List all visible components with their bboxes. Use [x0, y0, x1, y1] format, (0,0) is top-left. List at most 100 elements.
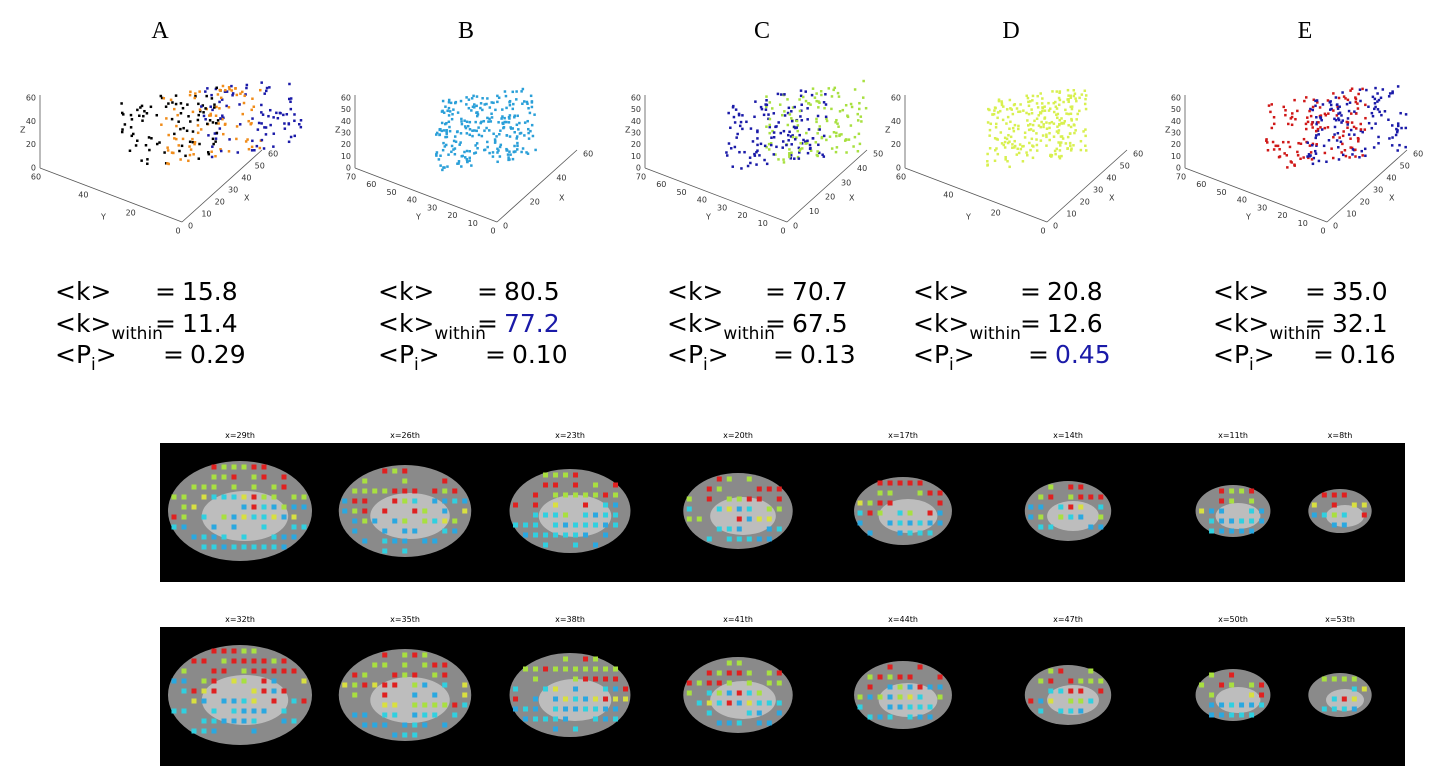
point	[1285, 154, 1289, 157]
voxel	[897, 684, 903, 690]
voxel	[907, 530, 913, 536]
y-tick-label: 60	[896, 173, 906, 182]
stat-value: = 0.29	[163, 340, 246, 369]
point	[444, 135, 447, 139]
x-axis-name: X	[244, 194, 250, 203]
point	[486, 145, 489, 149]
point	[504, 94, 508, 98]
point	[485, 102, 488, 106]
voxel	[726, 536, 732, 542]
point	[1058, 90, 1062, 93]
voxel	[1209, 528, 1215, 534]
point	[214, 154, 217, 158]
point	[1005, 137, 1009, 141]
point	[1396, 85, 1400, 88]
point	[212, 142, 215, 146]
voxel	[716, 720, 722, 726]
voxel	[201, 544, 207, 550]
point	[202, 114, 206, 118]
point	[1353, 110, 1356, 113]
point	[136, 108, 139, 112]
point	[818, 128, 821, 131]
point	[1290, 123, 1294, 127]
voxel	[1321, 676, 1327, 682]
point	[251, 97, 254, 100]
point	[1065, 112, 1068, 115]
point	[799, 147, 802, 151]
voxel	[706, 496, 712, 502]
point	[214, 114, 218, 117]
point	[737, 112, 741, 116]
voxel	[613, 676, 619, 682]
point	[527, 127, 530, 131]
x-tick-label: 50	[1400, 162, 1410, 171]
point	[471, 105, 475, 109]
x-axis-name: X	[849, 194, 855, 203]
voxel	[563, 522, 569, 528]
x-axis-name: X	[1109, 194, 1115, 203]
point	[120, 102, 123, 105]
point	[207, 152, 211, 156]
text-part: 70.7	[792, 277, 848, 306]
point	[1003, 146, 1007, 149]
voxel	[716, 506, 722, 512]
point	[507, 156, 510, 159]
point	[741, 114, 744, 117]
point	[813, 96, 817, 99]
point	[456, 130, 459, 133]
z-tick-label: 50	[1171, 105, 1181, 114]
point	[530, 123, 534, 127]
voxel	[1239, 712, 1245, 718]
point	[299, 119, 303, 122]
point	[1316, 101, 1319, 104]
text-part: 0.10	[512, 340, 568, 369]
voxel	[402, 652, 408, 658]
point	[194, 95, 197, 98]
point	[470, 109, 473, 112]
voxel	[231, 544, 237, 550]
voxel	[442, 498, 448, 504]
point	[224, 122, 227, 126]
point	[235, 93, 239, 97]
point	[787, 106, 791, 110]
point	[777, 121, 780, 124]
point	[989, 122, 993, 126]
point	[224, 88, 227, 92]
point	[1374, 86, 1377, 90]
voxel	[191, 484, 197, 490]
point	[1356, 102, 1359, 105]
stat-value: = 0.13	[773, 340, 856, 369]
point	[1070, 119, 1074, 122]
point	[836, 91, 840, 95]
voxel	[221, 668, 227, 674]
voxel	[221, 698, 227, 704]
point	[1360, 149, 1364, 153]
point	[1359, 99, 1362, 103]
point	[447, 120, 451, 124]
voxel	[877, 500, 883, 506]
point	[252, 105, 256, 109]
voxel	[301, 678, 307, 684]
point	[1395, 130, 1399, 134]
point	[447, 98, 451, 102]
point	[210, 150, 213, 153]
point	[830, 107, 833, 111]
text-part: =	[477, 309, 498, 338]
voxel	[211, 688, 217, 694]
point	[797, 157, 801, 160]
voxel	[281, 544, 287, 550]
point	[235, 125, 239, 128]
point	[786, 98, 789, 101]
point	[1075, 99, 1078, 103]
voxel	[563, 706, 569, 712]
point	[729, 147, 733, 150]
voxel	[533, 706, 539, 712]
point	[511, 127, 515, 130]
voxel	[726, 476, 732, 482]
voxel	[412, 528, 418, 534]
point	[289, 135, 293, 139]
point	[1058, 144, 1062, 147]
voxel	[1229, 712, 1235, 718]
